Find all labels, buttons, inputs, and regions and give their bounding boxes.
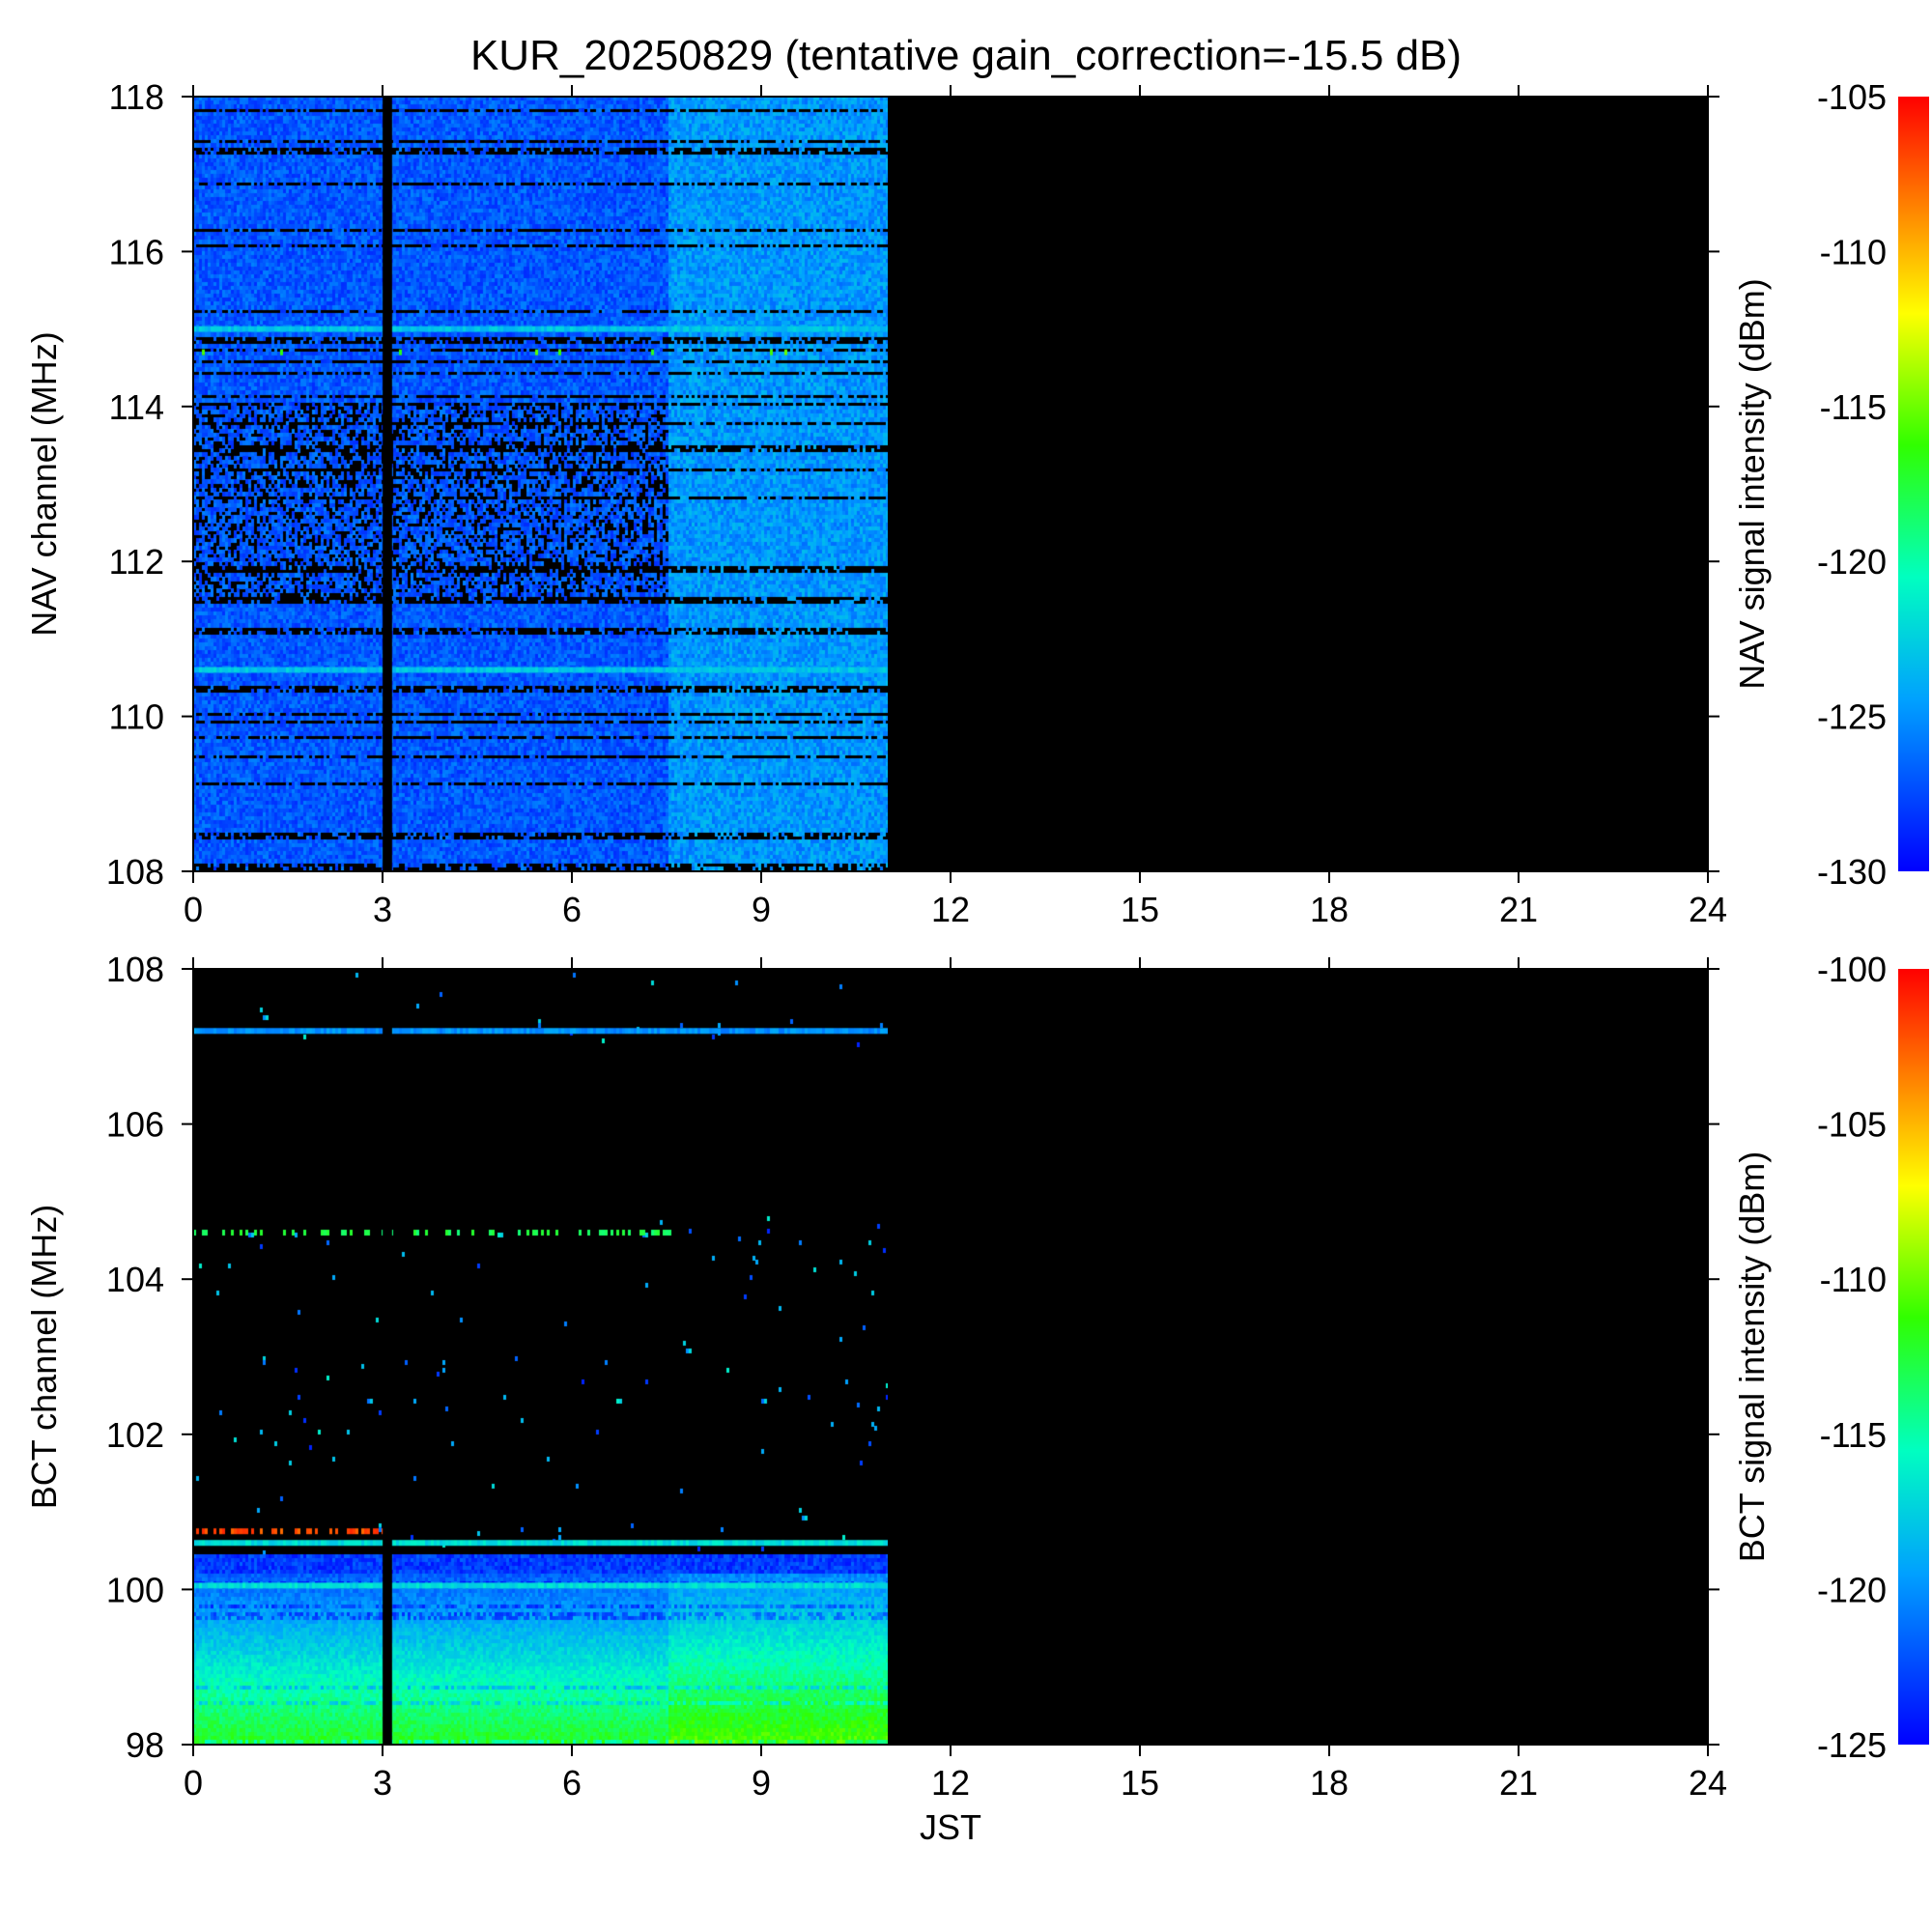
heatmap-image <box>193 969 888 1745</box>
nav-panel: 0 3 6 9 12 15 18 21 24 108 110 112 114 116 118 NAV chan… <box>24 77 1929 929</box>
y-tick-label: 118 <box>109 77 164 117</box>
colorbar-tick-label: -125 <box>1817 697 1887 737</box>
x-axis-label: JST <box>920 1807 981 1847</box>
x-tick-label: 15 <box>1121 1763 1159 1803</box>
x-tick-label: 18 <box>1310 890 1349 929</box>
x-tick-label: 24 <box>1689 1763 1727 1803</box>
y-tick-label: 98 <box>126 1725 164 1765</box>
y-tick-label: 114 <box>109 387 164 427</box>
colorbar-tick-label: -105 <box>1817 1105 1887 1145</box>
x-tick-label: 12 <box>931 1763 970 1803</box>
colorbar-tick-label: -115 <box>1820 387 1887 427</box>
colorbar-tick-label: -110 <box>1820 232 1887 271</box>
colorbar-label: BCT signal intensity (dBm) <box>1732 1151 1772 1562</box>
y-tick-label: 116 <box>109 232 164 271</box>
x-tick-label: 9 <box>752 890 771 929</box>
colorbar-tick-label: -115 <box>1820 1415 1887 1455</box>
y-axis-label: NAV channel (MHz) <box>24 331 64 636</box>
colorbar-tick-label: -100 <box>1817 950 1887 989</box>
x-tick-label: 18 <box>1310 1763 1349 1803</box>
x-tick-label: 0 <box>184 890 203 929</box>
colorbar-label: NAV signal intensity (dBm) <box>1732 278 1772 689</box>
y-tick-label: 110 <box>109 697 164 737</box>
chart-title: KUR_20250829 (tentative gain_correction=… <box>470 32 1462 79</box>
x-tick-label: 12 <box>931 890 970 929</box>
x-tick-label: 6 <box>562 890 582 929</box>
x-tick-label: 3 <box>373 1763 392 1803</box>
colorbar-tick-label: -125 <box>1817 1725 1887 1765</box>
x-tick-label: 3 <box>373 890 392 929</box>
x-tick-label: 21 <box>1499 890 1538 929</box>
x-tick-label: 21 <box>1499 1763 1538 1803</box>
colorbar <box>1898 969 1929 1745</box>
colorbar-tick-label: -110 <box>1820 1260 1887 1299</box>
x-tick-label: 15 <box>1121 890 1159 929</box>
x-tick-label: 0 <box>184 1763 203 1803</box>
colorbar <box>1898 97 1929 871</box>
y-tick-label: 106 <box>106 1105 164 1145</box>
bct-panel: 0 3 6 9 12 15 18 21 24 98 100 102 104 106 108 BCT chann… <box>24 950 1929 1847</box>
colorbar-tick-label: -105 <box>1817 77 1887 117</box>
y-tick-label: 108 <box>106 852 164 892</box>
colorbar-tick-label: -120 <box>1817 1570 1887 1609</box>
heatmap-image <box>193 97 888 871</box>
y-axis-label: BCT channel (MHz) <box>24 1205 64 1509</box>
colorbar-tick-label: -120 <box>1817 542 1887 582</box>
x-tick-label: 24 <box>1689 890 1727 929</box>
y-tick-label: 112 <box>109 542 164 582</box>
y-tick-label: 102 <box>106 1415 164 1455</box>
y-tick-label: 104 <box>106 1260 164 1299</box>
y-tick-label: 100 <box>106 1570 164 1609</box>
x-tick-label: 6 <box>562 1763 582 1803</box>
colorbar-tick-label: -130 <box>1817 852 1887 892</box>
x-tick-label: 9 <box>752 1763 771 1803</box>
y-tick-label: 108 <box>106 950 164 989</box>
